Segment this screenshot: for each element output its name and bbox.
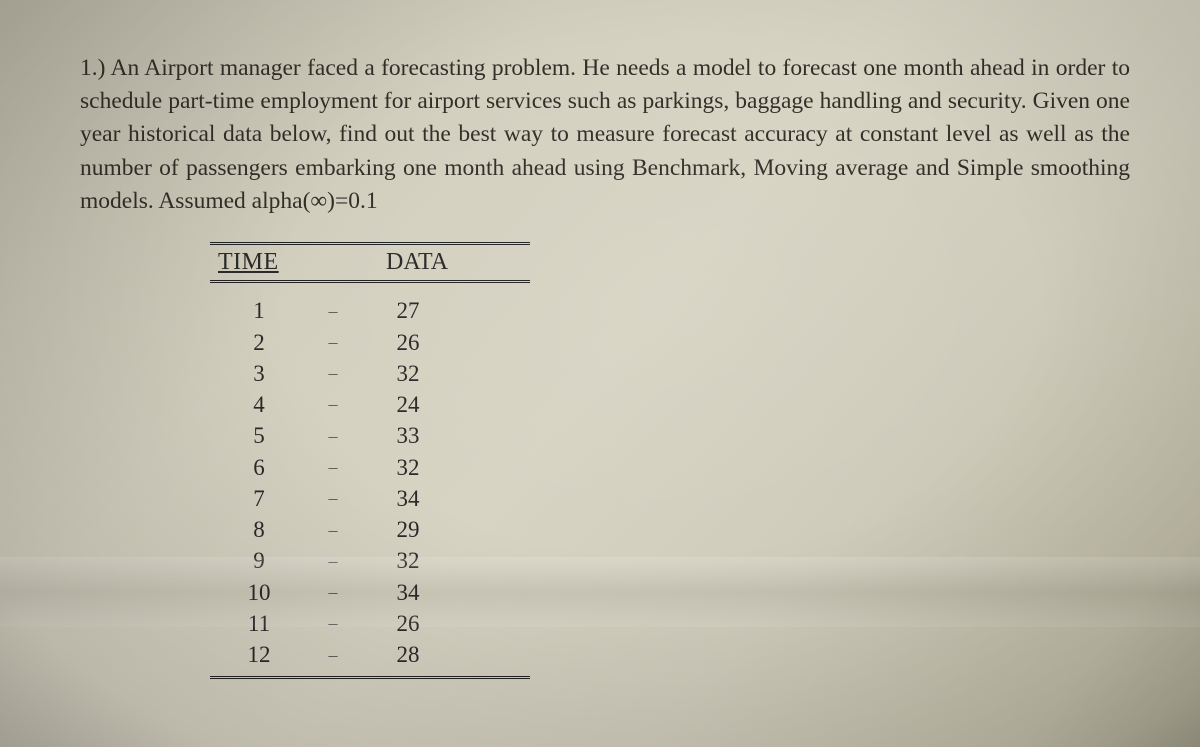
cell-time: 10 bbox=[210, 577, 288, 608]
table-row: 11–26 bbox=[210, 608, 530, 639]
row-separator: – bbox=[288, 518, 378, 542]
table-row: 4–24 bbox=[210, 389, 530, 420]
row-separator: – bbox=[288, 330, 378, 354]
cell-data: 33 bbox=[378, 420, 438, 451]
cell-time: 2 bbox=[210, 327, 288, 358]
table-row: 5–33 bbox=[210, 420, 530, 451]
cell-time: 12 bbox=[210, 639, 288, 670]
row-separator: – bbox=[288, 361, 378, 385]
table-row: 7–34 bbox=[210, 483, 530, 514]
cell-time: 3 bbox=[210, 358, 288, 389]
row-separator: – bbox=[288, 549, 378, 573]
row-separator: – bbox=[288, 392, 378, 416]
cell-data: 34 bbox=[378, 483, 438, 514]
row-separator: – bbox=[288, 486, 378, 510]
cell-time: 1 bbox=[210, 295, 288, 326]
problem-text: An Airport manager faced a forecasting p… bbox=[80, 55, 1130, 214]
cell-data: 28 bbox=[378, 639, 438, 670]
table-row: 3–32 bbox=[210, 358, 530, 389]
cell-data: 32 bbox=[378, 545, 438, 576]
cell-time: 6 bbox=[210, 452, 288, 483]
row-separator: – bbox=[288, 643, 378, 667]
table-row: 12–28 bbox=[210, 639, 530, 670]
cell-time: 5 bbox=[210, 420, 288, 451]
cell-time: 8 bbox=[210, 514, 288, 545]
cell-data: 32 bbox=[378, 358, 438, 389]
row-separator: – bbox=[288, 299, 378, 323]
page: 1.) An Airport manager faced a forecasti… bbox=[0, 0, 1200, 679]
cell-data: 26 bbox=[378, 608, 438, 639]
problem-number: 1.) bbox=[80, 55, 105, 81]
cell-time: 11 bbox=[210, 608, 288, 639]
table-row: 10–34 bbox=[210, 577, 530, 608]
cell-time: 9 bbox=[210, 545, 288, 576]
data-table: TIME DATA 1–272–263–324–245–336–327–348–… bbox=[210, 242, 530, 679]
cell-data: 32 bbox=[378, 452, 438, 483]
table-header: TIME DATA bbox=[210, 242, 530, 283]
problem-statement: 1.) An Airport manager faced a forecasti… bbox=[80, 52, 1130, 219]
table-row: 2–26 bbox=[210, 327, 530, 358]
table-body: 1–272–263–324–245–336–327–348–299–3210–3… bbox=[210, 283, 530, 679]
col-header-data: DATA bbox=[338, 249, 506, 276]
cell-time: 4 bbox=[210, 389, 288, 420]
cell-data: 26 bbox=[378, 327, 438, 358]
table-row: 6–32 bbox=[210, 452, 530, 483]
cell-data: 27 bbox=[378, 295, 438, 326]
row-separator: – bbox=[288, 455, 378, 479]
row-separator: – bbox=[288, 580, 378, 604]
row-separator: – bbox=[288, 424, 378, 448]
row-separator: – bbox=[288, 611, 378, 635]
col-header-time: TIME bbox=[210, 249, 338, 276]
cell-data: 24 bbox=[378, 389, 438, 420]
table-row: 1–27 bbox=[210, 295, 530, 326]
table-row: 8–29 bbox=[210, 514, 530, 545]
cell-time: 7 bbox=[210, 483, 288, 514]
cell-data: 29 bbox=[378, 514, 438, 545]
table-row: 9–32 bbox=[210, 545, 530, 576]
cell-data: 34 bbox=[378, 577, 438, 608]
